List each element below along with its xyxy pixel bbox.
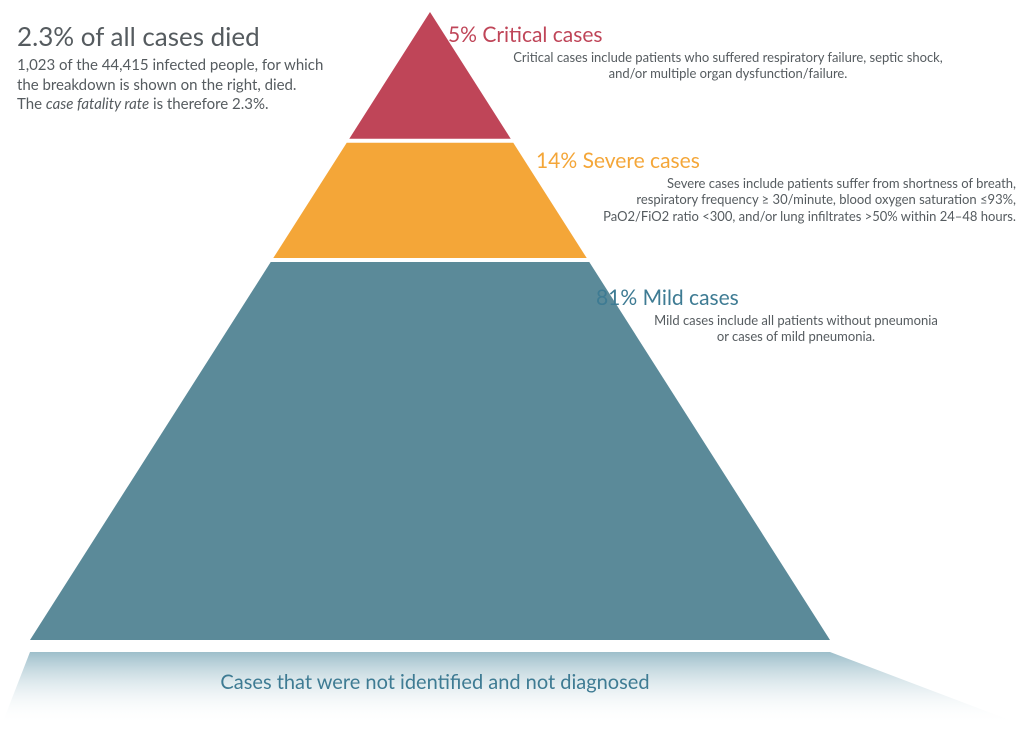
fatality-line1: 1,023 of the 44,415 infected people, for… xyxy=(17,56,323,74)
mild-desc-line1: Mild cases include all patients without … xyxy=(654,312,938,328)
fatality-line2: the breakdown is shown on the right, die… xyxy=(17,76,296,94)
critical-desc-line2: and/or multiple organ dysfunction/failur… xyxy=(609,65,848,81)
section-severe: 14% Severe cases Severe cases include pa… xyxy=(536,148,1016,224)
severe-desc-line1: Severe cases include patients suffer fro… xyxy=(667,175,1016,191)
fatality-line3-pre: The xyxy=(17,95,46,113)
severe-desc-line2: respiratory frequency ≥ 30/minute, blood… xyxy=(636,191,1016,207)
section-critical-title: 5% Critical cases xyxy=(448,22,1008,47)
section-mild-desc: Mild cases include all patients without … xyxy=(596,312,996,345)
mild-desc-line2: or cases of mild pneumonia. xyxy=(717,328,875,344)
fatality-headline: 2.3% of all cases died xyxy=(17,20,397,52)
fatality-line3-post: is therefore 2.3%. xyxy=(149,95,268,113)
fatality-line3-ital: case fatality rate xyxy=(46,95,149,113)
critical-desc-line1: Critical cases include patients who suff… xyxy=(513,49,942,65)
fatality-callout: 2.3% of all cases died 1,023 of the 44,4… xyxy=(17,20,397,115)
section-critical: 5% Critical cases Critical cases include… xyxy=(448,22,1008,82)
section-mild: 81% Mild cases Mild cases include all pa… xyxy=(596,285,996,345)
section-critical-desc: Critical cases include patients who suff… xyxy=(448,49,1008,82)
severe-desc-line3: PaO2/FiO2 ratio <300, and/or lung infilt… xyxy=(603,208,1016,224)
base-unidentified-label: Cases that were not identified and not d… xyxy=(0,670,870,694)
section-mild-title: 81% Mild cases xyxy=(596,285,996,310)
section-severe-desc: Severe cases include patients suffer fro… xyxy=(536,175,1016,224)
section-severe-title: 14% Severe cases xyxy=(536,148,1016,173)
fatality-body: 1,023 of the 44,415 infected people, for… xyxy=(17,56,397,115)
infographic-canvas: 2.3% of all cases died 1,023 of the 44,4… xyxy=(0,0,1024,738)
